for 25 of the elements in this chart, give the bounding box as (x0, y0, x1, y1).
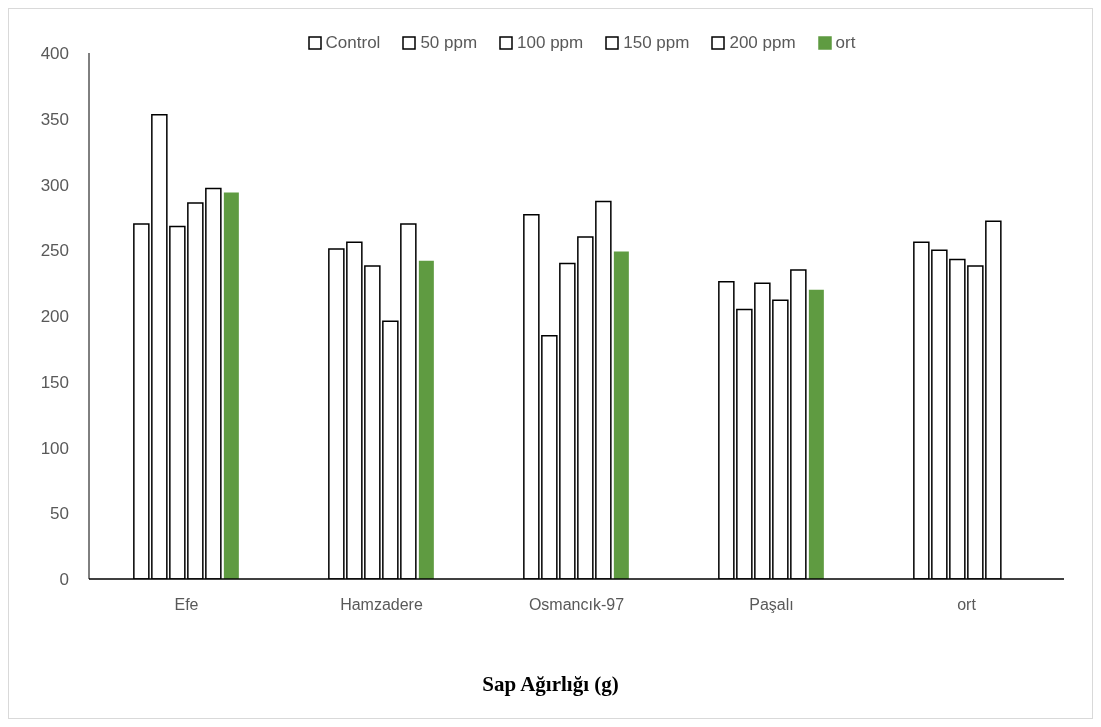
x-tick-label: Osmancık-97 (528, 596, 625, 614)
x-tick-label: Paşalı (749, 596, 794, 614)
y-tick-label: 350 (40, 109, 69, 129)
x-axis-title: Sap Ağırlığı (g) (481, 672, 620, 697)
bar (418, 260, 434, 579)
x-tick-label: Hamzadere (340, 596, 423, 614)
y-tick-label: 50 (50, 504, 69, 524)
x-tick-label: ort (957, 596, 977, 614)
y-tick-label: 150 (40, 372, 69, 392)
bar (223, 192, 239, 579)
y-tick-label: 200 (40, 307, 69, 327)
y-tick-label: 300 (40, 175, 69, 195)
legend-label: 200 ppm (729, 33, 796, 53)
y-tick-label: 400 (40, 44, 69, 64)
y-tick-label: 250 (40, 241, 69, 261)
legend-label: Control (325, 33, 381, 53)
y-tick-label: 0 (59, 570, 69, 590)
x-tick-label: Efe (174, 596, 199, 614)
legend-label: 100 ppm (517, 33, 584, 53)
legend-label: 50 ppm (420, 33, 478, 53)
y-tick-label: 100 (40, 438, 69, 458)
bar (613, 251, 629, 579)
legend-label: ort (835, 33, 856, 53)
bar (808, 289, 824, 579)
legend-label: 150 ppm (623, 33, 690, 53)
